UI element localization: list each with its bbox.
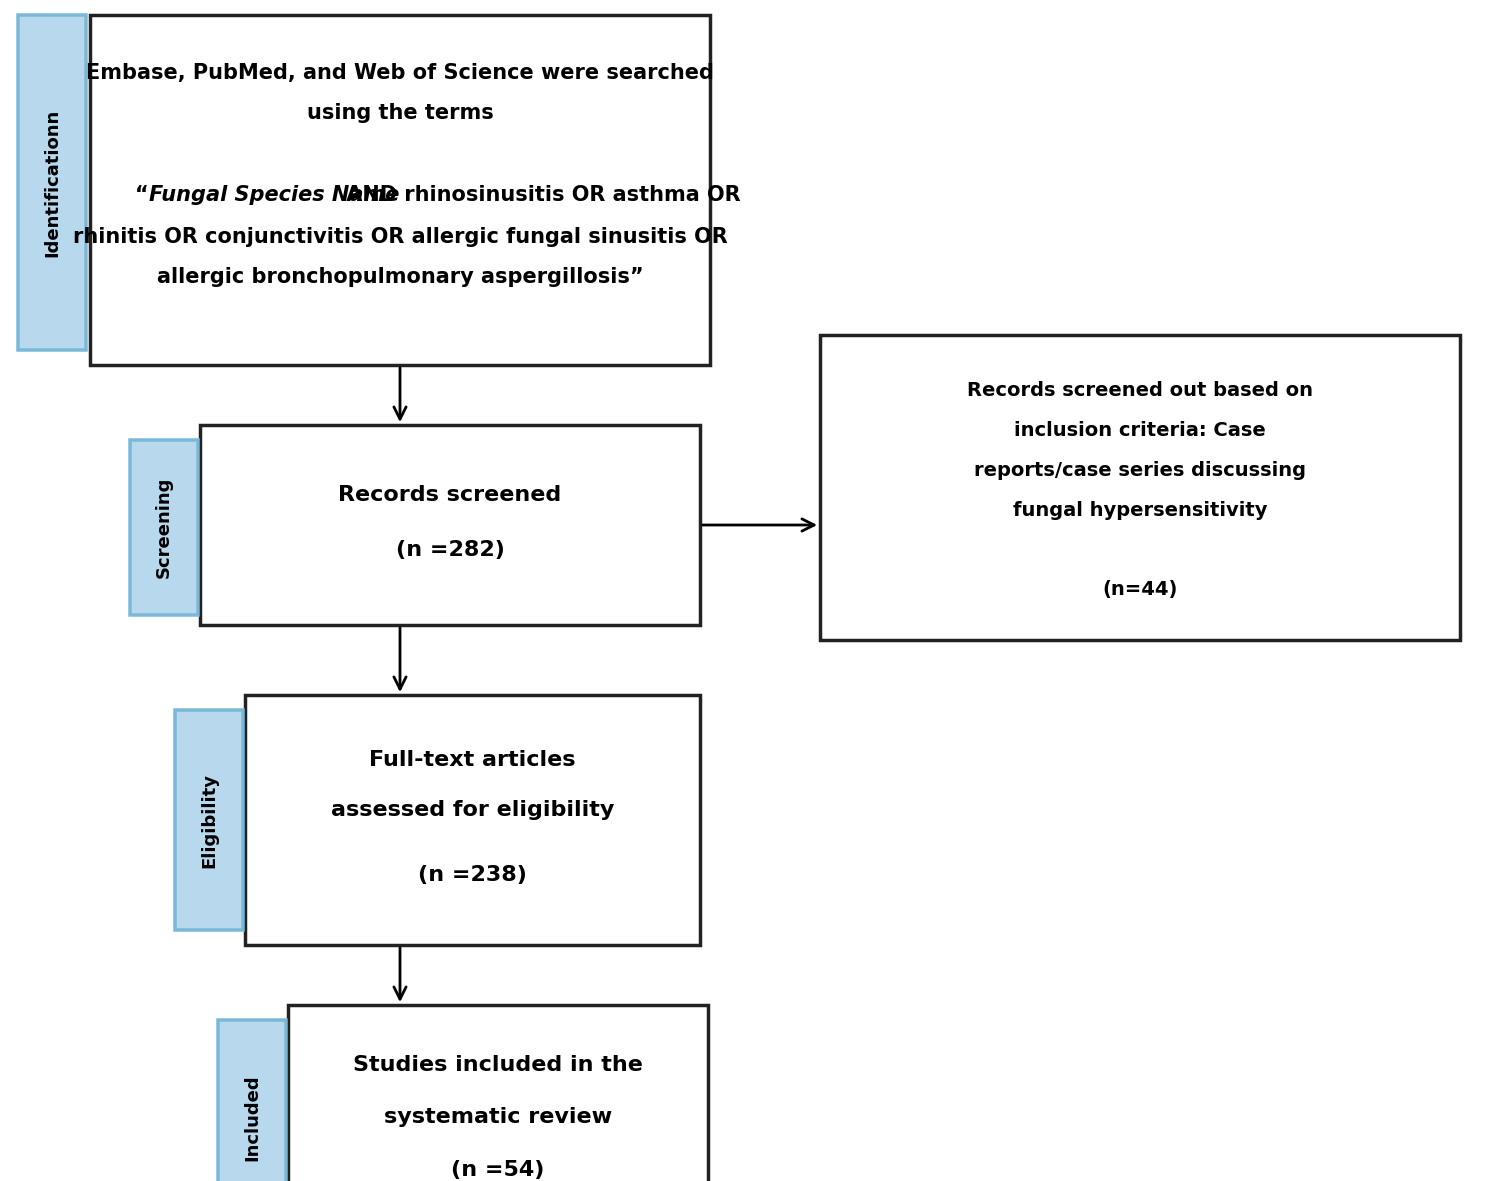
Text: Records screened out based on: Records screened out based on: [968, 380, 1312, 399]
FancyBboxPatch shape: [217, 1020, 286, 1181]
FancyBboxPatch shape: [176, 710, 243, 929]
FancyBboxPatch shape: [130, 441, 198, 615]
Text: assessed for eligibility: assessed for eligibility: [332, 800, 614, 820]
Text: Records screened: Records screened: [339, 485, 561, 505]
Text: Studies included in the: Studies included in the: [352, 1055, 644, 1075]
Text: Identificationn: Identificationn: [44, 109, 62, 256]
Text: Eligibility: Eligibility: [200, 772, 217, 868]
Text: (n =282): (n =282): [396, 540, 504, 560]
Text: systematic review: systematic review: [384, 1107, 612, 1127]
Bar: [821, 335, 1460, 640]
Text: Fungal Species Name: Fungal Species Name: [148, 185, 399, 205]
Text: using the terms: using the terms: [306, 103, 494, 123]
Text: (n =54): (n =54): [452, 1160, 544, 1180]
Text: Included: Included: [243, 1075, 261, 1161]
Text: “: “: [135, 185, 148, 205]
Text: Screening: Screening: [154, 477, 172, 579]
FancyBboxPatch shape: [18, 15, 86, 350]
Text: rhinitis OR conjunctivitis OR allergic fungal sinusitis OR: rhinitis OR conjunctivitis OR allergic f…: [72, 227, 728, 247]
Text: reports/case series discussing: reports/case series discussing: [974, 461, 1306, 479]
Text: Full-text articles: Full-text articles: [369, 750, 576, 770]
Text: (n=44): (n=44): [1102, 581, 1178, 600]
Bar: [90, 15, 710, 365]
Bar: [288, 1005, 708, 1181]
Text: AND rhinosinusitis OR asthma OR: AND rhinosinusitis OR asthma OR: [339, 185, 741, 205]
Text: Embase, PubMed, and Web of Science were searched: Embase, PubMed, and Web of Science were …: [86, 63, 714, 83]
Text: (n =238): (n =238): [419, 864, 526, 885]
Bar: [244, 694, 700, 945]
Bar: [200, 425, 700, 625]
Text: fungal hypersensitivity: fungal hypersensitivity: [1013, 501, 1268, 520]
Text: inclusion criteria: Case: inclusion criteria: Case: [1014, 420, 1266, 439]
Text: allergic bronchopulmonary aspergillosis”: allergic bronchopulmonary aspergillosis”: [156, 267, 644, 287]
